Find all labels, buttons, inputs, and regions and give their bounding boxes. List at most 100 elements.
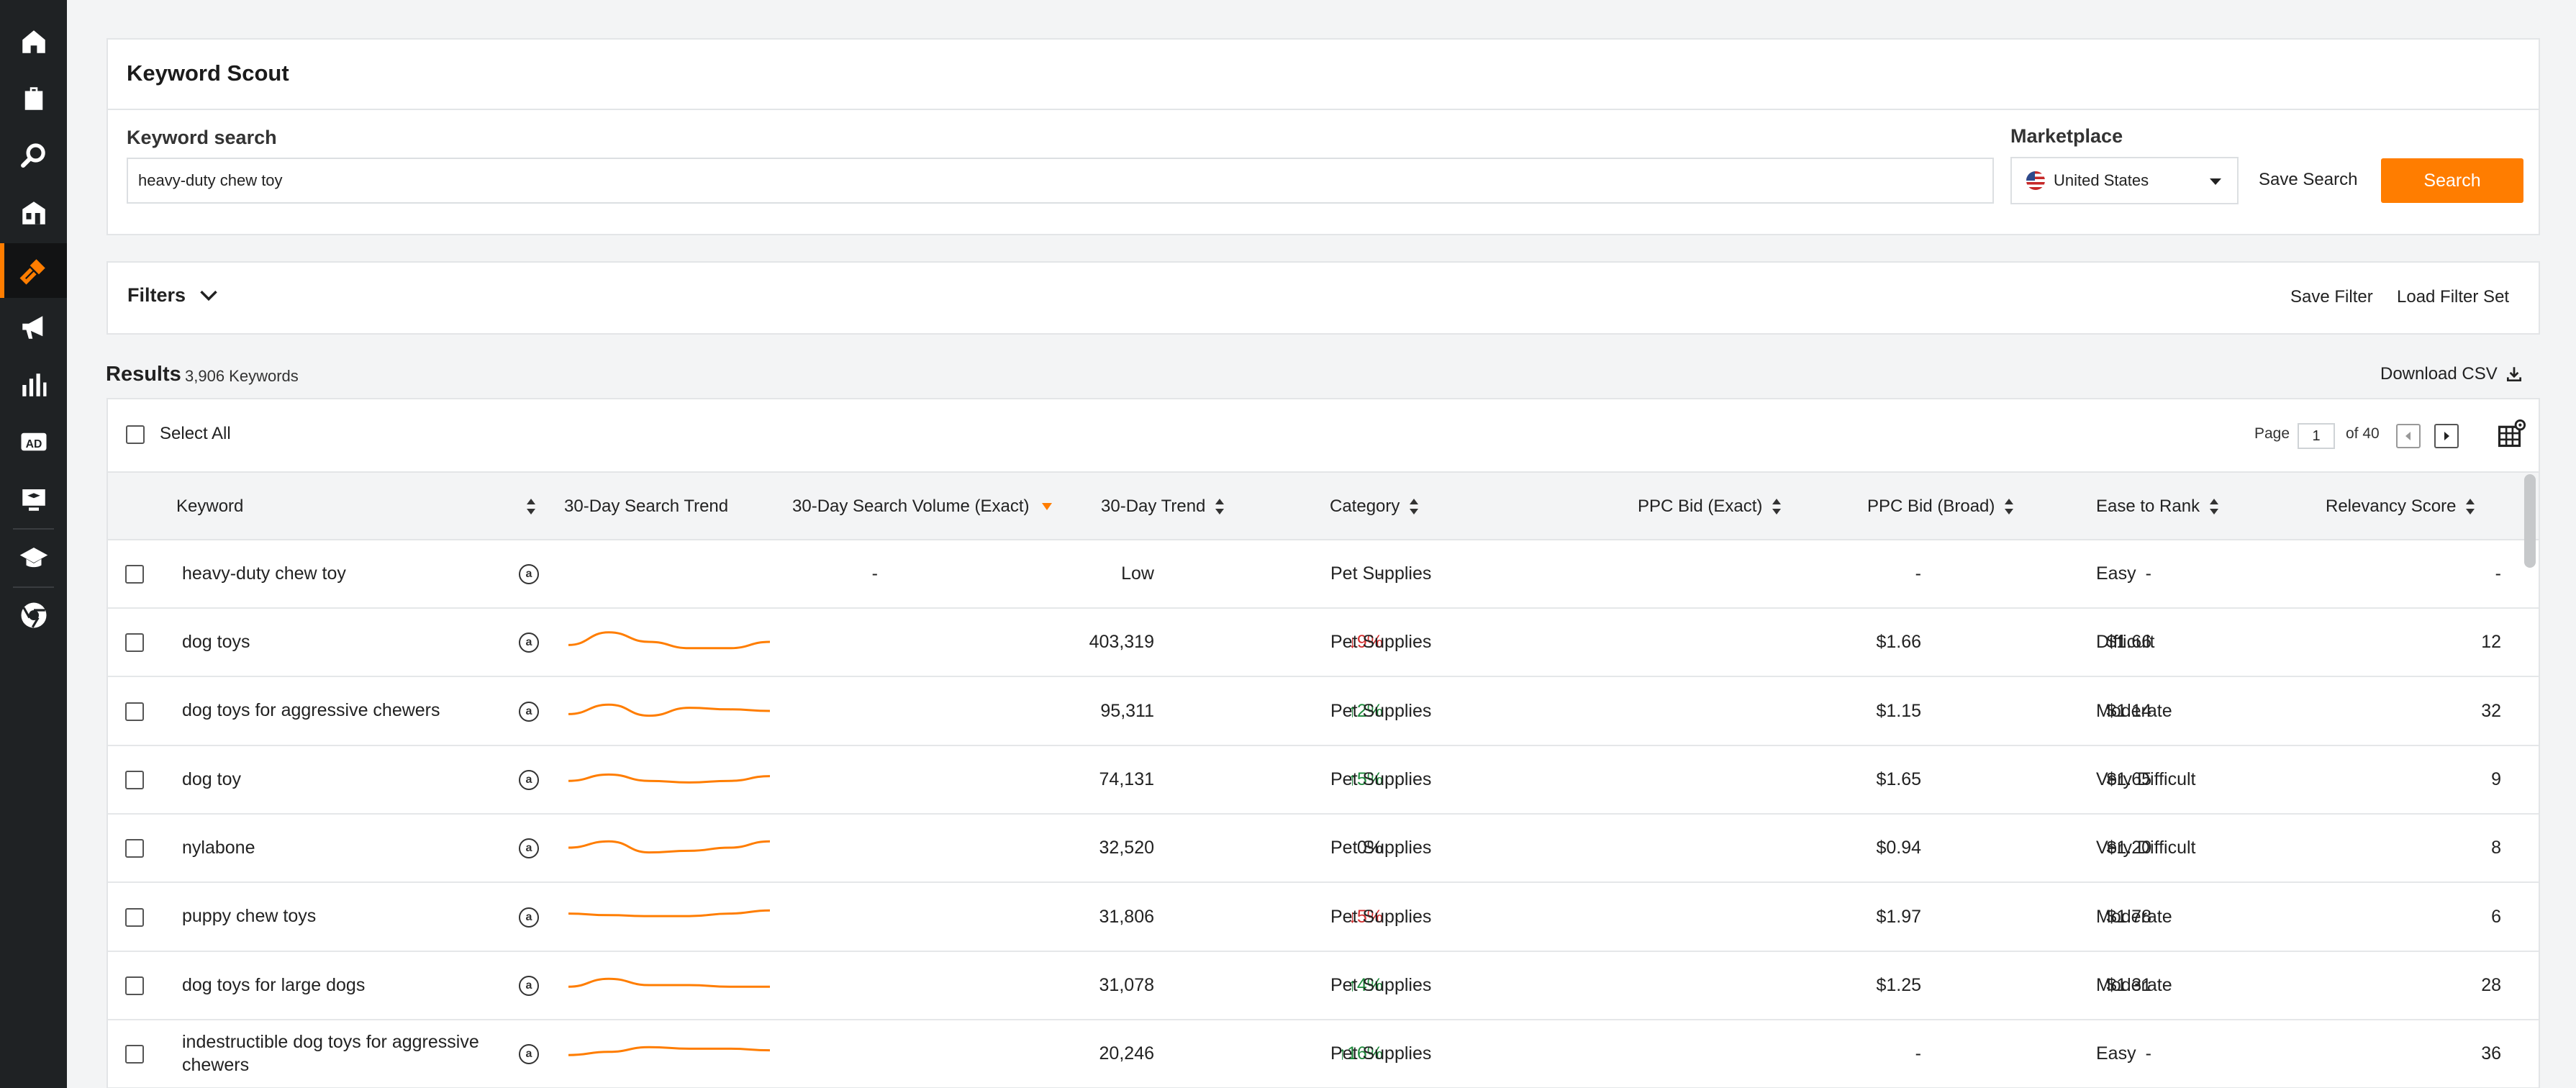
arrow-up-icon: ↑ (1348, 769, 1357, 789)
page-number-input[interactable]: 1 (2298, 423, 2335, 449)
search-trend-sparkline (568, 840, 770, 854)
amazon-icon[interactable]: a (519, 701, 539, 722)
col-keyword-label: Keyword (176, 497, 244, 516)
results-title: Results (106, 363, 181, 386)
filters-toggle[interactable]: Filters (127, 284, 219, 307)
search-volume-cell: 95,311 (1100, 700, 1154, 721)
trend-cell: 0% (1356, 838, 1383, 858)
keyword-cell[interactable]: dog toys (182, 632, 250, 653)
magnifier-icon (20, 143, 45, 168)
ppc-exact-cell: - (1915, 563, 1921, 584)
row-checkbox[interactable] (125, 770, 144, 789)
keyword-cell[interactable]: heavy-duty chew toy (182, 563, 346, 584)
col-relevancy[interactable]: Relevancy Score (2326, 473, 2475, 540)
chevron-left-icon (2405, 432, 2411, 440)
row-checkbox[interactable] (125, 1045, 144, 1064)
amazon-icon[interactable]: a (519, 564, 539, 584)
row-checkbox[interactable] (125, 907, 144, 927)
trend-cell: ↑16% (1173, 1020, 1383, 1087)
arrow-up-icon: ↑ (1338, 1043, 1347, 1064)
trend-percent: 16% (1346, 1043, 1383, 1064)
amazon-icon[interactable]: a (519, 907, 539, 928)
prev-page-button[interactable] (2396, 424, 2421, 448)
col-ppc-exact[interactable]: PPC Bid (Exact) (1638, 473, 1782, 540)
row-checkbox[interactable] (125, 565, 144, 584)
ppc-broad-cell: $1.66 (2106, 632, 2151, 653)
relevancy-cell: 8 (2491, 838, 2501, 858)
amazon-icon[interactable]: a (519, 838, 539, 859)
filters-panel (106, 261, 2540, 335)
keyword-cell[interactable]: indestructible dog toys for aggressive c… (182, 1032, 479, 1075)
sidebar-item-keywords[interactable] (0, 243, 67, 298)
amazon-icon[interactable]: a (519, 975, 539, 996)
keyword-cell[interactable]: dog toy (182, 769, 242, 789)
scrollbar[interactable] (2524, 474, 2536, 568)
sidebar-item-store[interactable] (0, 186, 67, 240)
save-filter-button[interactable]: Save Filter (2290, 287, 2373, 307)
col-trend[interactable]: 30-Day Trend (1101, 473, 1225, 540)
next-page-button[interactable] (2434, 424, 2459, 448)
academy-icon (22, 489, 45, 511)
keyword-cell[interactable]: nylabone (182, 838, 255, 858)
select-all-checkbox[interactable] (126, 425, 145, 444)
col-search-volume[interactable]: 30-Day Search Volume (Exact) (792, 473, 1053, 540)
sidebar-item-toolbox[interactable] (0, 71, 67, 126)
col-ease[interactable]: Ease to Rank (2096, 473, 2219, 540)
sort-icon[interactable] (527, 498, 535, 515)
load-filter-set-button[interactable]: Load Filter Set (2397, 287, 2510, 307)
amazon-icon[interactable]: a (519, 769, 539, 790)
column-settings-icon[interactable] (2497, 418, 2527, 448)
table-row[interactable]: puppy chew toys a 31,806 ↓5% Pet Supplies $1.… (108, 884, 2539, 952)
table-row[interactable]: nylabone a 32,520 0% Pet Supplies $0.94 $1.20 V… (108, 815, 2539, 884)
ease-cell: Very Difficult (2096, 838, 2196, 858)
ppc-exact-cell: $1.25 (1876, 974, 1921, 995)
trend-cell: ↓5% (1173, 884, 1383, 951)
keyword-search-input[interactable]: heavy-duty chew toy (127, 158, 1994, 204)
ease-cell: Moderate (2096, 974, 2172, 995)
table-row[interactable]: dog toy a 74,131 ↑5% Pet Supplies $1.65 $1.65 V… (108, 746, 2539, 815)
col-category[interactable]: Category (1330, 473, 1419, 540)
sidebar-item-analytics[interactable] (0, 358, 67, 412)
table-row[interactable]: heavy-duty chew toy a - Low - Pet Supplies - - E… (108, 540, 2539, 609)
keyword-cell[interactable]: dog toys for large dogs (182, 974, 366, 995)
category-cell: Pet Supplies (1330, 700, 1432, 721)
col-ppc-broad[interactable]: PPC Bid (Broad) (1867, 473, 2014, 540)
sidebar-item-extension[interactable] (0, 588, 67, 643)
download-csv-button[interactable]: Download CSV (2380, 364, 2523, 384)
table-row[interactable]: indestructible dog toys for aggressive c… (108, 1020, 2539, 1088)
col-trend-label: 30-Day Trend (1101, 497, 1206, 516)
sidebar-item-learn[interactable] (0, 530, 67, 585)
col-keyword[interactable]: Keyword (176, 473, 243, 540)
row-checkbox[interactable] (125, 633, 144, 653)
row-checkbox[interactable] (125, 839, 144, 858)
category-cell: Pet Supplies (1330, 974, 1432, 995)
table-row[interactable]: dog toys for large dogs a 31,078 ↑4% Pet Sup… (108, 952, 2539, 1020)
amazon-icon[interactable]: a (519, 633, 539, 653)
keyword-cell[interactable]: dog toys for aggressive chewers (182, 700, 440, 721)
row-checkbox[interactable] (125, 976, 144, 995)
sidebar-item-marketing[interactable] (0, 300, 67, 355)
col-relevancy-label: Relevancy Score (2326, 497, 2457, 516)
search-button[interactable]: Search (2381, 158, 2523, 203)
results-count: 3,906 Keywords (185, 367, 299, 385)
col-ease-label: Ease to Rank (2096, 497, 2200, 516)
amazon-icon[interactable]: a (519, 1044, 539, 1065)
marketplace-value: United States (2054, 171, 2149, 189)
chevron-down-icon (200, 290, 217, 301)
sort-icon (2005, 498, 2014, 515)
sidebar-item-ads[interactable]: AD (0, 414, 67, 469)
sidebar-item-research[interactable] (0, 128, 67, 183)
relevancy-cell: 36 (2481, 1043, 2501, 1064)
table-row[interactable]: dog toys for aggressive chewers a 95,311 ↑2… (108, 678, 2539, 746)
marketplace-select[interactable]: United States (2010, 157, 2239, 204)
sidebar-item-academy[interactable] (0, 472, 67, 527)
save-search-button[interactable]: Save Search (2259, 170, 2358, 189)
row-checkbox[interactable] (125, 702, 144, 721)
ease-cell: Very Difficult (2096, 769, 2196, 789)
sidebar-item-home[interactable] (0, 14, 67, 69)
table-row[interactable]: dog toys a 403,319 ↓9% Pet Supplies $1.66 $1.6… (108, 609, 2539, 678)
ease-cell: Difficult (2096, 632, 2155, 653)
search-trend-sparkline (568, 1046, 770, 1056)
sidebar-divider (13, 528, 54, 530)
keyword-cell[interactable]: puppy chew toys (182, 906, 317, 927)
